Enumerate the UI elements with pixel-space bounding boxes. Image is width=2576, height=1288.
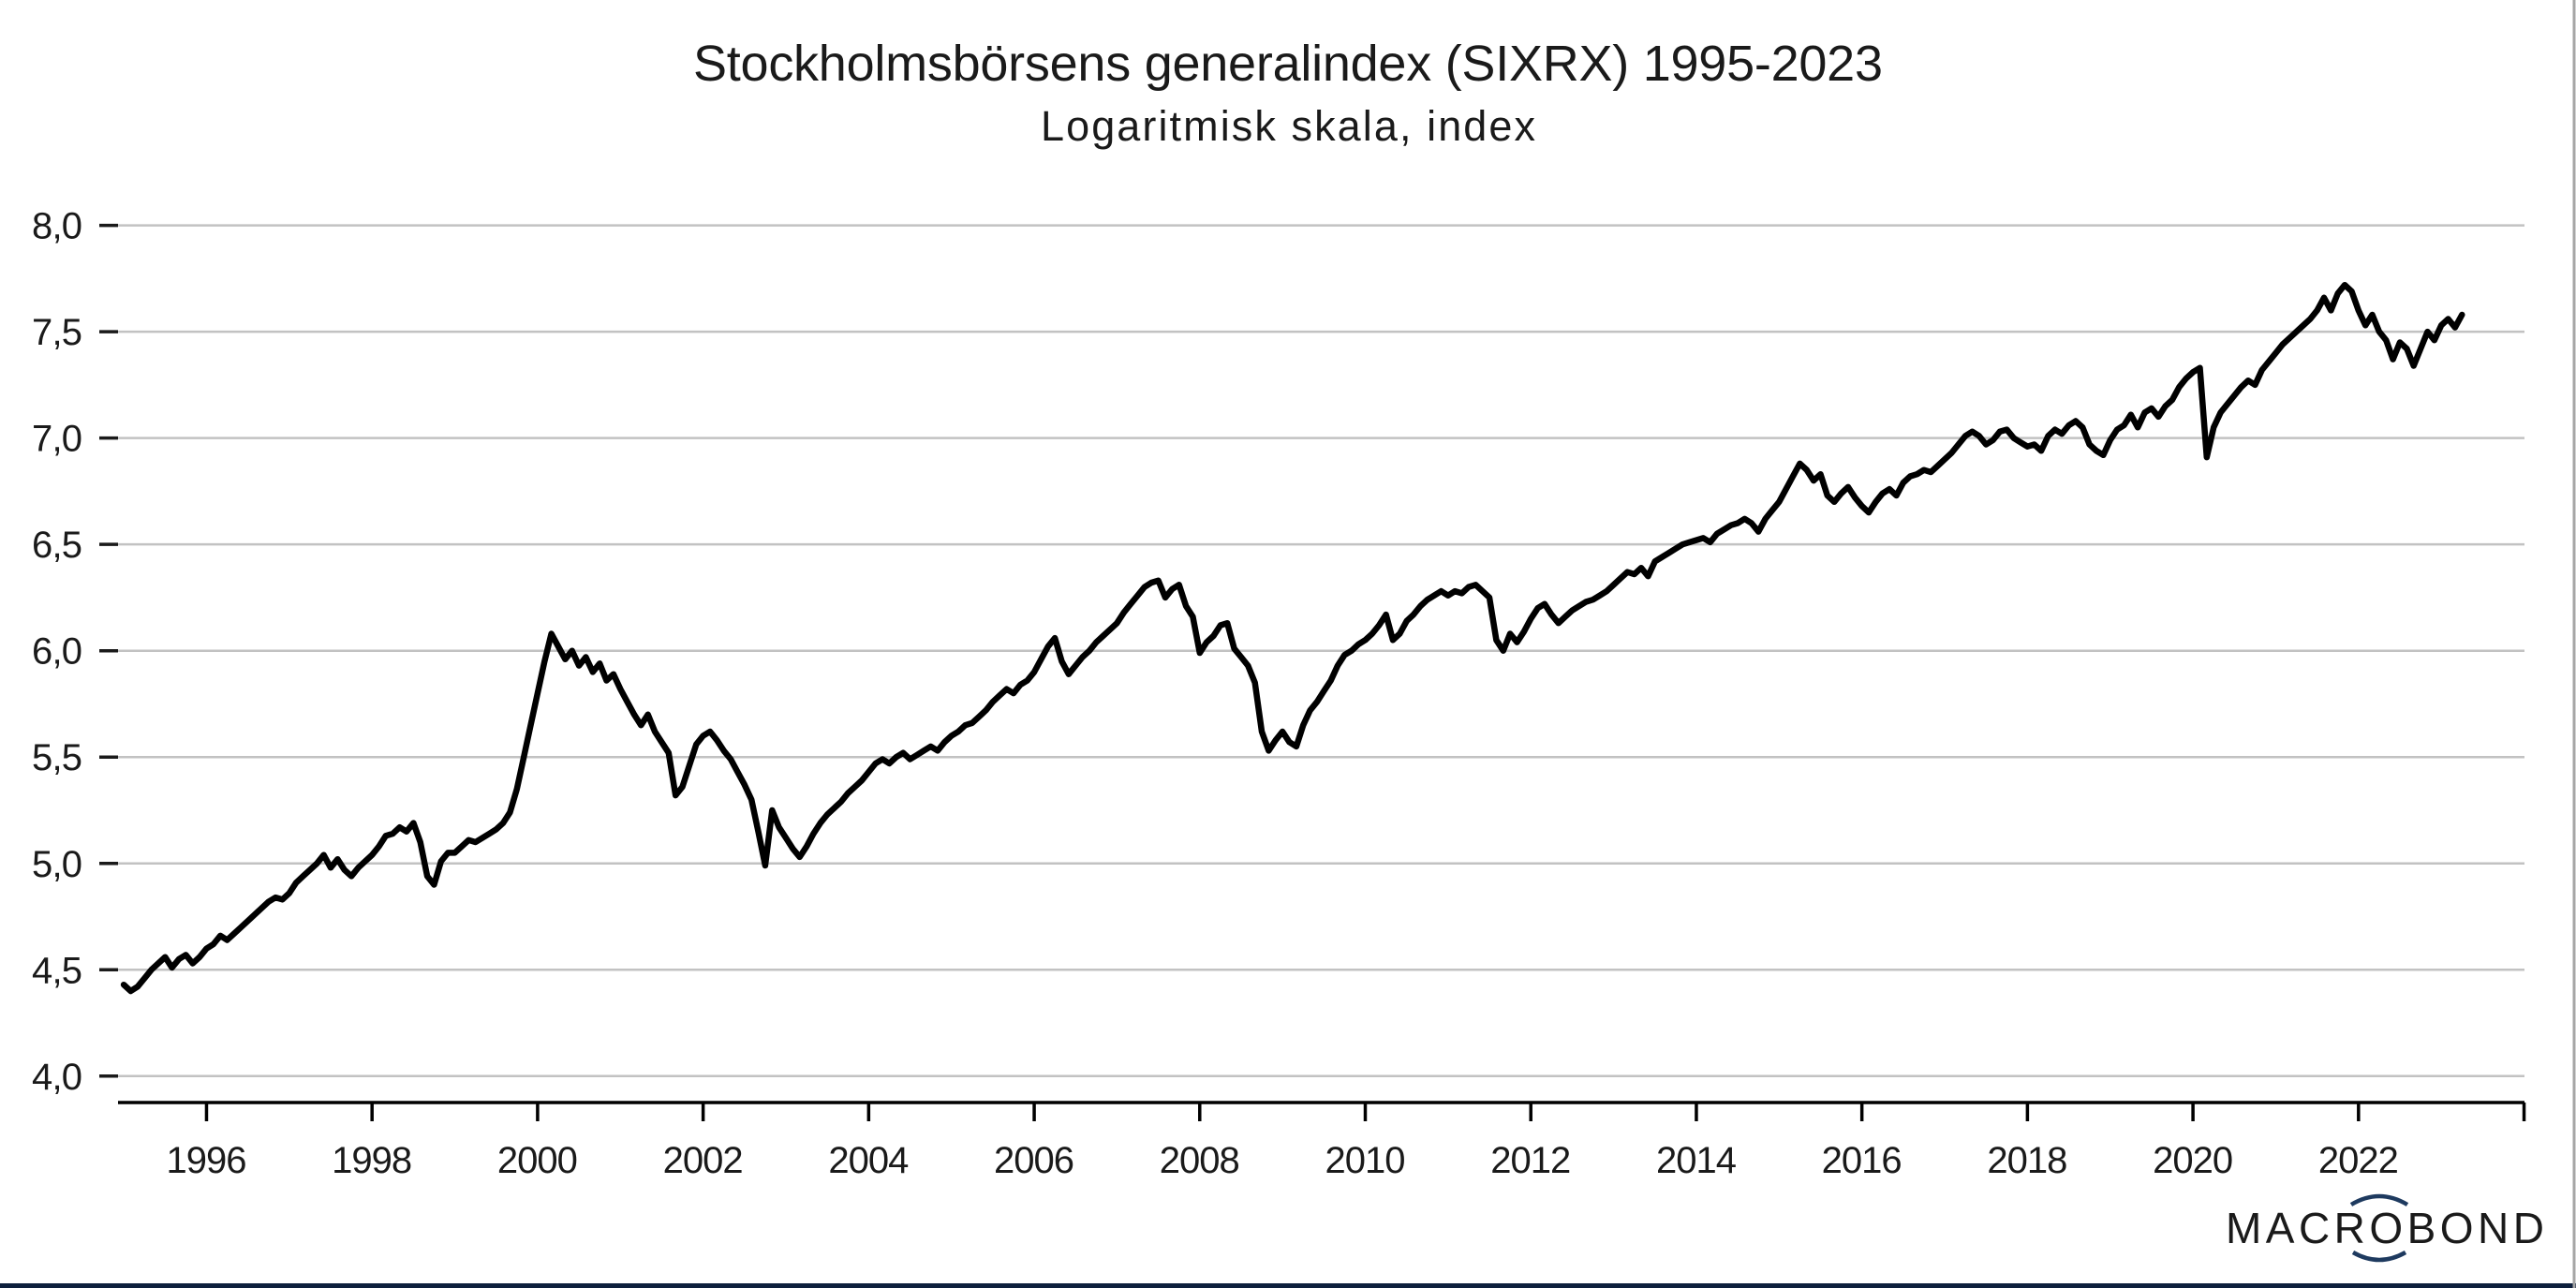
x-axis-tick-label: 2008 [1160, 1140, 1240, 1181]
logo-arc-bottom-icon [2351, 1251, 2407, 1263]
y-axis-tick-label: 4,0 [32, 1057, 82, 1098]
gridlines [99, 223, 2524, 1078]
x-axis-tick-label: 2002 [663, 1140, 744, 1181]
y-axis-tick-label: 5,5 [32, 737, 82, 778]
macrobond-logo: MACROBOND [2226, 1193, 2546, 1263]
y-axis-tick-label: 7,0 [32, 419, 82, 460]
x-axis-tick-label: 2014 [1656, 1140, 1737, 1181]
x-axis-tick-label: 2022 [2318, 1140, 2399, 1181]
logo-text: MACROBOND [2226, 1204, 2546, 1252]
bottom-bar [0, 1283, 2576, 1288]
y-axis-tick-label: 6,0 [32, 631, 82, 673]
logo-arc-top-icon [2349, 1193, 2409, 1207]
y-axis-tick-label: 5,0 [32, 844, 82, 885]
x-axis-tick-label: 2016 [1822, 1140, 1902, 1181]
page-title: Stockholmsbörsens generalindex (SIXRX) 1… [693, 36, 1883, 92]
x-axis-tick-label: 2018 [1987, 1140, 2067, 1181]
y-axis-tick-label: 6,5 [32, 525, 82, 566]
x-axis-tick-label: 1996 [166, 1140, 246, 1181]
x-axis-tick-label: 2010 [1325, 1140, 1406, 1181]
series-line-sixrx [120, 281, 2465, 995]
x-axis-tick-label: 2004 [828, 1140, 909, 1181]
x-axis-tick-label: 2020 [2153, 1140, 2233, 1181]
y-axis-tick-label: 4,5 [32, 950, 82, 991]
y-axis-tick-label: 7,5 [32, 312, 82, 353]
x-axis-tick-label: 2006 [994, 1140, 1074, 1181]
chart-subtitle: Logaritmisk skala, index [1041, 102, 1536, 150]
x-axis: 1996 1998 2000 2002 2004 2006 2008 2010 2012 2014… [118, 1101, 2526, 1181]
y-axis-tick-label: 8,0 [32, 206, 82, 247]
x-axis-tick-label: 2012 [1490, 1140, 1571, 1181]
x-axis-tick-label: 1998 [332, 1140, 412, 1181]
y-axis-labels: 8,0 7,5 7,0 6,5 6,0 5,5 5,0 4,5 4,0 [32, 206, 82, 1098]
x-axis-tick-label: 2000 [497, 1140, 578, 1181]
